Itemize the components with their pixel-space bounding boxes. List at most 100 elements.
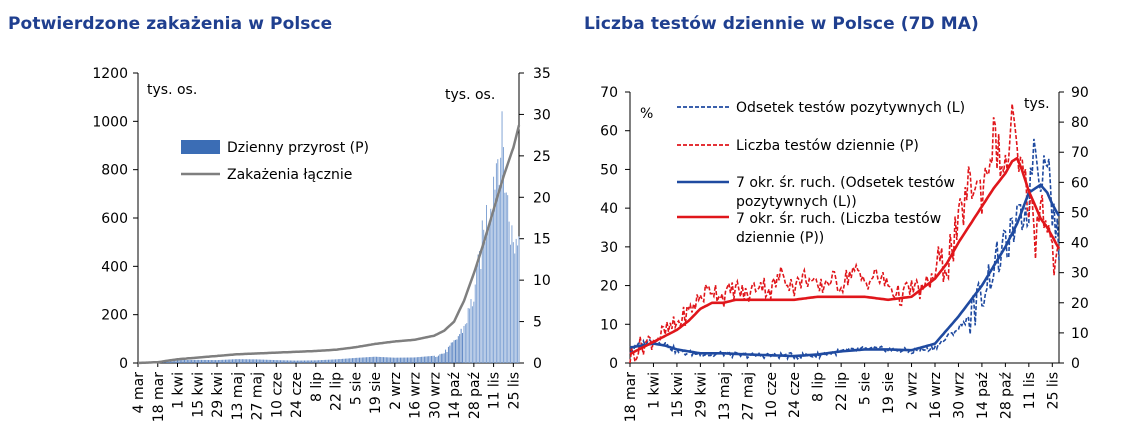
daily-increase-bar [315, 360, 317, 363]
daily-increase-bar [202, 359, 204, 363]
x-tick-label: 25 lis [506, 372, 522, 409]
daily-increase-bar [224, 359, 226, 363]
x-tick-label: 10 cze [269, 372, 285, 418]
daily-increase-bar [335, 359, 337, 363]
legend-label-total: Zakażenia łącznie [227, 167, 352, 183]
daily-increase-bar [350, 358, 352, 363]
y-right-tick-label: 70 [1071, 145, 1089, 161]
daily-increase-bar [480, 268, 482, 363]
daily-increase-bar [291, 360, 293, 363]
daily-increase-bar [278, 360, 280, 363]
daily-increase-bar [284, 360, 286, 363]
daily-increase-bar [493, 176, 495, 363]
daily-increase-bar [381, 357, 383, 363]
daily-increase-bar [423, 356, 425, 363]
x-tick-label: 14 paź [975, 372, 991, 419]
daily-increase-bar [447, 346, 449, 363]
daily-increase-bar [330, 359, 332, 363]
daily-increase-bar [189, 359, 191, 363]
legend-label-daily: Dzienny przyrost (P) [227, 140, 369, 156]
daily-increase-bar [484, 241, 486, 363]
daily-increase-bar [184, 360, 186, 363]
daily-increase-bar [462, 332, 464, 363]
daily-increase-bar [487, 225, 489, 363]
daily-increase-bar [426, 356, 428, 363]
x-tick-label: 19 sie [881, 372, 897, 414]
x-tick-label: 8 lip [309, 372, 325, 402]
daily-increase-bar [322, 359, 324, 363]
daily-increase-bar [179, 360, 181, 363]
x-tick-label: 10 cze [764, 372, 780, 418]
y-right-tick-label: 20 [533, 190, 551, 206]
daily-increase-bar [436, 356, 438, 363]
daily-increase-bar [209, 360, 211, 363]
y-right-tick-label: 40 [1071, 236, 1089, 252]
daily-increase-bar [457, 336, 459, 363]
daily-increase-bar [208, 359, 210, 363]
daily-increase-bar [392, 357, 394, 363]
daily-increase-bar [313, 360, 315, 363]
y-left-tick-label: 40 [600, 201, 618, 217]
daily-increase-bar [216, 360, 218, 363]
daily-increase-bar [367, 357, 369, 363]
y-right-tick-label: 0 [1071, 356, 1080, 372]
y-right-tick-label: 20 [1071, 296, 1089, 312]
daily-increase-bar [405, 357, 407, 363]
daily-increase-bar [234, 359, 236, 363]
daily-increase-bar [285, 360, 287, 363]
daily-increase-bar [391, 357, 393, 363]
daily-increase-bar [217, 360, 219, 363]
daily-increase-bar [309, 360, 311, 363]
daily-increase-bar [198, 359, 200, 363]
daily-increase-bar [425, 356, 427, 363]
daily-increase-bar [306, 360, 308, 363]
daily-increase-bar [347, 358, 349, 363]
legend-daily-tests-ma-label: 7 okr. śr. ruch. (Liczba testów dziennie … [736, 211, 941, 246]
x-tick-label: 11 lis [1022, 372, 1038, 409]
daily-increase-bar [223, 359, 225, 363]
daily-increase-bar [407, 357, 408, 363]
y-left-tick-label: 10 [600, 317, 618, 333]
daily-increase-bar [260, 359, 262, 363]
daily-increase-bar [467, 308, 469, 363]
daily-increase-bar [332, 359, 334, 363]
x-tick-label: 5 sie [348, 372, 364, 405]
daily-increase-bar [171, 360, 173, 363]
daily-increase-bar [459, 334, 461, 363]
daily-increase-bar [248, 359, 250, 363]
daily-increase-bar [375, 356, 377, 363]
daily-increase-bar [277, 360, 279, 363]
daily-increase-bar [165, 361, 167, 363]
y-left-tick-label: 200 [101, 308, 128, 324]
y-left-tick-label: 30 [600, 240, 618, 256]
y-left-tick-label: 0 [119, 356, 128, 372]
y-right-tick-label: 30 [1071, 266, 1089, 282]
daily-increase-bar [428, 356, 430, 363]
daily-increase-bar [328, 359, 329, 363]
daily-increase-bar [351, 358, 353, 363]
y-right-tick-label: 60 [1071, 175, 1089, 191]
y-right-tick-label: 25 [533, 149, 551, 165]
daily-increase-bar [344, 358, 346, 363]
daily-increase-bar [210, 360, 212, 363]
daily-increase-bar [390, 357, 392, 363]
daily-increase-bar [219, 359, 221, 363]
x-tick-label: 2 wrz [905, 372, 921, 410]
x-tick-label: 16 wrz [408, 372, 424, 419]
x-tick-label: 29 kwi [210, 372, 226, 418]
daily-increase-bar [230, 359, 232, 363]
daily-increase-bar [474, 284, 476, 363]
daily-increase-bar [356, 357, 358, 363]
daily-increase-bar [268, 359, 270, 363]
daily-increase-bar [191, 359, 193, 363]
daily-increase-bar [432, 355, 434, 363]
daily-increase-bar [339, 359, 341, 363]
daily-increase-bar [471, 306, 473, 363]
daily-increase-bar [397, 357, 399, 363]
daily-increase-bar [460, 328, 462, 363]
daily-increase-bar [261, 359, 263, 363]
daily-increase-bar [387, 357, 389, 363]
daily-increase-bar [395, 357, 397, 363]
daily-increase-bar [263, 359, 265, 363]
daily-increase-bar [177, 360, 178, 363]
